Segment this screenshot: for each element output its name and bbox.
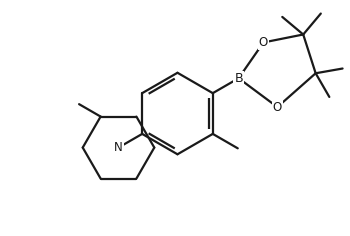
Text: O: O	[259, 36, 268, 49]
Text: O: O	[273, 101, 282, 114]
Text: N: N	[114, 141, 123, 154]
Text: B: B	[234, 72, 243, 85]
